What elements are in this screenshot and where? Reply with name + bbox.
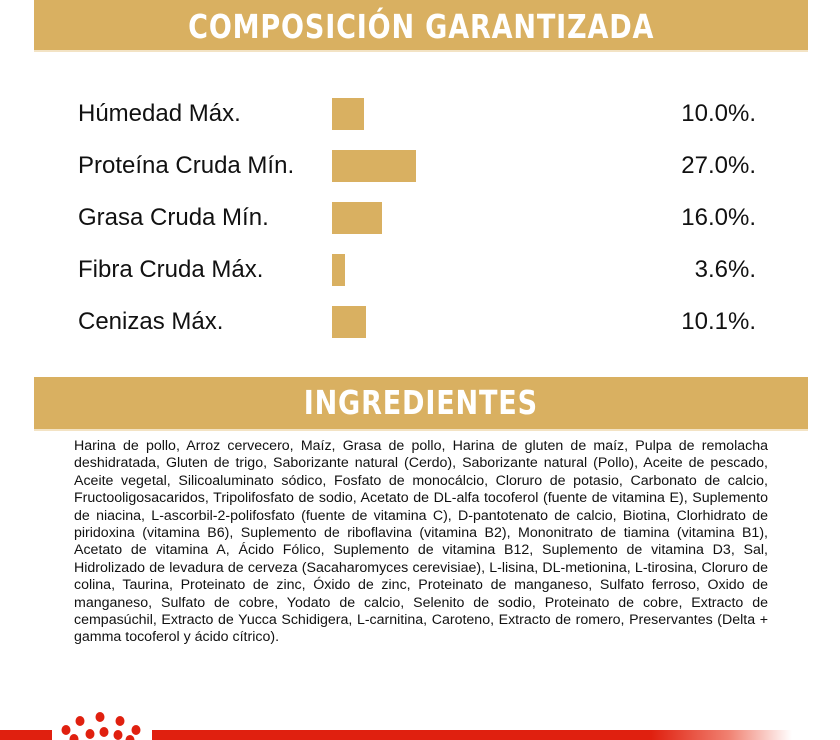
- composition-label: Húmedad Máx.: [78, 100, 241, 127]
- composition-bar: [332, 254, 345, 286]
- composition-row-humedad: Húmedad Máx. 10.0%.: [78, 94, 756, 134]
- composition-bar: [332, 150, 416, 182]
- composition-label: Cenizas Máx.: [78, 308, 224, 335]
- composition-label: Fibra Cruda Máx.: [78, 256, 264, 283]
- composition-label: Grasa Cruda Mín.: [78, 204, 269, 231]
- royal-canin-crown-dots-icon: [61, 712, 141, 740]
- composition-bar: [332, 98, 364, 130]
- composition-row-proteina: Proteína Cruda Mín. 27.0%.: [78, 146, 756, 186]
- ingredients-text: Harina de pollo, Arroz cervecero, Maíz, …: [74, 438, 768, 646]
- composition-row-grasa: Grasa Cruda Mín. 16.0%.: [78, 198, 756, 238]
- composition-title: COMPOSICIÓN GARANTIZADA: [187, 7, 655, 46]
- footer-stripe-left: [0, 730, 52, 740]
- composition-value: 27.0%.: [681, 152, 756, 179]
- composition-row-cenizas: Cenizas Máx. 10.1%.: [78, 302, 756, 342]
- composition-label: Proteína Cruda Mín.: [78, 152, 295, 179]
- composition-title-banner: COMPOSICIÓN GARANTIZADA: [34, 0, 808, 50]
- composition-value: 3.6%.: [694, 256, 756, 283]
- composition-bar: [332, 202, 382, 234]
- footer-stripe-right: [152, 730, 792, 740]
- composition-value: 10.0%.: [681, 100, 756, 127]
- composition-row-fibra: Fibra Cruda Máx. 3.6%.: [78, 250, 756, 290]
- composition-value: 10.1%.: [681, 308, 756, 335]
- composition-value: 16.0%.: [681, 204, 756, 231]
- composition-bar: [332, 306, 366, 338]
- ingredients-title: INGREDIENTES: [303, 383, 539, 422]
- ingredients-title-banner: INGREDIENTES: [34, 377, 808, 429]
